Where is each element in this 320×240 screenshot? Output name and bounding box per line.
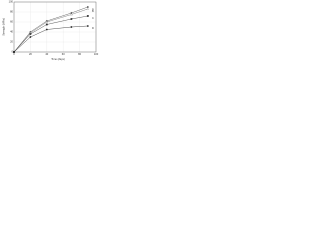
legend-label: C — [92, 16, 94, 20]
x-tick-label: 0 — [13, 52, 15, 56]
x-tick-label: 100 — [94, 52, 99, 56]
marker — [29, 36, 32, 38]
marker — [45, 28, 48, 31]
series-line — [13, 15, 88, 53]
y-tick-label: 60 — [10, 20, 13, 24]
y-tick-label: 0 — [12, 50, 14, 54]
x-axis-label: Time (days) — [51, 57, 65, 61]
series-line — [13, 6, 88, 53]
marker — [13, 51, 15, 53]
legend-label: B — [92, 9, 94, 13]
x-tick-label: 40 — [45, 52, 48, 56]
marker — [86, 15, 89, 17]
marker — [45, 23, 48, 26]
plot-frame — [13, 1, 97, 53]
chart: Time (days) Strength (MPa) 0204060801000… — [2, 0, 99, 61]
y-tick-label: 80 — [10, 10, 13, 14]
legend-label: A — [92, 7, 94, 11]
x-tick-label: 20 — [29, 52, 32, 56]
marker — [45, 20, 48, 23]
y-tick-label: 100 — [9, 0, 14, 4]
marker — [70, 18, 73, 20]
x-tick-label: 80 — [78, 52, 81, 56]
x-tick-label: 60 — [62, 52, 65, 56]
y-tick-label: 40 — [10, 30, 13, 34]
marker — [86, 6, 89, 8]
marker — [70, 13, 73, 16]
marker — [86, 7, 89, 10]
series-line — [13, 8, 88, 53]
y-axis-label: Strength (MPa) — [2, 18, 6, 36]
marker — [29, 33, 32, 35]
y-tick-label: 20 — [10, 40, 13, 44]
marker — [70, 26, 73, 28]
marker — [86, 25, 89, 27]
legend-label: D — [92, 26, 94, 30]
